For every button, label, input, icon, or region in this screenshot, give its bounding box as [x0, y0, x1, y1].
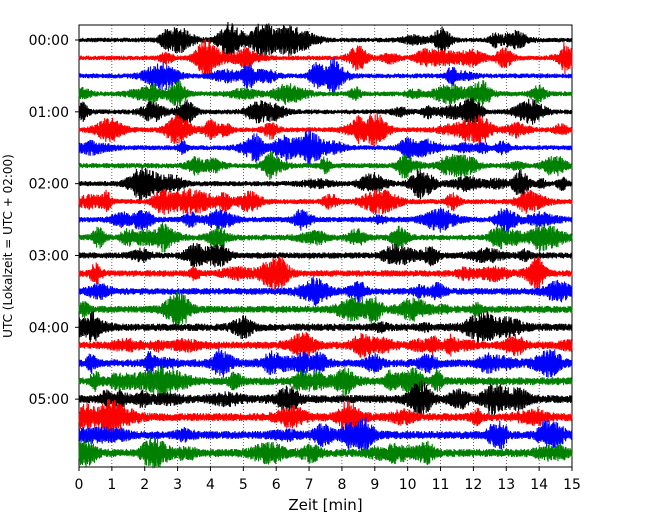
- seismogram-trace-0215: [78, 188, 573, 215]
- x-tick-label: 0: [75, 477, 84, 493]
- seismogram-trace-0115: [78, 112, 573, 148]
- x-tick-label: 3: [173, 477, 182, 493]
- seismogram-trace-0000: [78, 21, 573, 59]
- y-tick-label: 00:00: [29, 33, 69, 49]
- seismogram-trace-0515: [78, 398, 573, 436]
- seismogram-trace-0330: [78, 276, 573, 307]
- trace-layer: [78, 21, 573, 469]
- seismogram-trace-0345: [78, 290, 573, 330]
- x-tick-label: 14: [530, 477, 548, 493]
- seismogram-trace-0415: [78, 331, 573, 358]
- seismogram-trace-0545: [78, 436, 573, 469]
- seismogram-trace-0100: [78, 97, 573, 127]
- plot-frame: [78, 24, 573, 468]
- seismogram-trace-0300: [78, 242, 573, 269]
- y-tick-label: 05:00: [29, 392, 69, 408]
- x-tick-label: 2: [140, 477, 149, 493]
- x-tick-label: 11: [432, 477, 450, 493]
- seismogram-trace-0030: [78, 58, 573, 95]
- seismogram-trace-0245: [78, 222, 573, 255]
- x-axis-label: Zeit [min]: [288, 496, 362, 514]
- seismogram-trace-0500: [78, 380, 573, 417]
- seismogram-trace-0530: [78, 416, 573, 453]
- x-tick-label: 9: [370, 477, 379, 493]
- x-tick-label: 4: [206, 477, 215, 493]
- seismogram-trace-0445: [78, 365, 573, 398]
- y-axis-label: UTC (Lokalzeit = UTC + 02:00): [1, 154, 15, 338]
- seismogram-trace-0315: [78, 255, 573, 290]
- x-tick-label: 8: [337, 477, 346, 493]
- seismogram-trace-0130: [78, 129, 573, 166]
- x-tick-label: 7: [305, 477, 314, 493]
- seismogram-trace-0230: [78, 207, 573, 233]
- y-axis: 00:00 01:00 02:00 03:00 04:00 05:00: [29, 33, 79, 408]
- seismogram-trace-0015: [78, 39, 573, 77]
- seismogram-trace-0145: [78, 151, 573, 180]
- seismogram-trace-0200: [78, 167, 573, 204]
- y-tick-label: 03:00: [29, 248, 69, 264]
- seismogram-trace-0045: [78, 80, 573, 108]
- y-tick-label: 01:00: [29, 105, 69, 121]
- x-axis: 0 1 2 3 4 5 6 7 8 9 10 11 12 13 14 15: [75, 467, 581, 493]
- x-tick-label: 13: [497, 477, 515, 493]
- x-tick-label: 12: [464, 477, 482, 493]
- x-tick-label: 1: [107, 477, 116, 493]
- x-tick-label: 10: [399, 477, 417, 493]
- seismogram-trace-0430: [78, 348, 573, 378]
- x-tick-label: 6: [272, 477, 281, 493]
- x-tick-label: 5: [239, 477, 248, 493]
- y-tick-label: 04:00: [29, 320, 69, 336]
- seismogram-trace-0400: [78, 310, 573, 344]
- x-tick-label: 15: [563, 477, 581, 493]
- y-tick-label: 02:00: [29, 177, 69, 193]
